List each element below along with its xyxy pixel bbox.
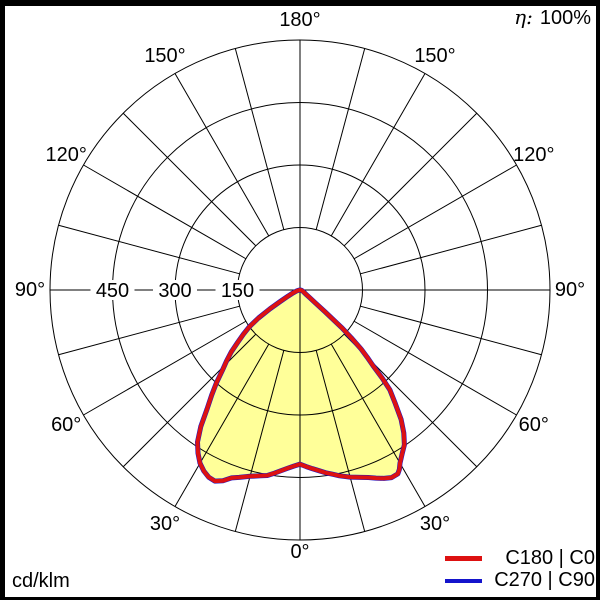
grid-spoke — [58, 305, 240, 356]
legend-line-blue-icon — [445, 578, 482, 583]
radial-tick-label: 300 — [158, 280, 191, 302]
grid-spoke — [83, 164, 247, 260]
angle-label: 180° — [279, 9, 320, 31]
frame-border-left — [0, 0, 5, 600]
radial-tick-label: 450 — [96, 280, 129, 302]
grid-spoke — [58, 224, 240, 275]
grid-spoke — [360, 305, 542, 356]
radial-tick-label: 150 — [221, 280, 254, 302]
frame-border-top — [0, 0, 600, 6]
frame-border-bottom — [0, 597, 600, 600]
grid-spoke — [174, 343, 270, 507]
legend-item-c270-c90: C270 | C90 — [445, 569, 595, 591]
angle-label: 150° — [144, 45, 185, 67]
efficiency-readout: η: 100% — [514, 5, 591, 30]
radial-tick-bg — [215, 280, 260, 300]
angle-label: 120° — [46, 144, 87, 166]
angle-label: 60° — [519, 414, 549, 436]
legend-label-c270-c90: C270 | C90 — [494, 569, 595, 591]
beam-fill — [197, 290, 405, 482]
radial-tick-bg — [153, 280, 197, 300]
angle-label: 150° — [414, 45, 455, 67]
legend-line-red-icon — [445, 556, 482, 561]
grid-spoke — [315, 48, 366, 230]
grid-spoke — [234, 48, 285, 230]
angle-label: 90° — [555, 279, 585, 301]
angle-label: 120° — [513, 144, 554, 166]
radial-tick-bg — [90, 280, 135, 300]
grid-spoke — [174, 73, 270, 237]
grid-spoke — [122, 112, 257, 247]
distribution-curve-c180-c0 — [195, 288, 407, 484]
angle-label: 60° — [51, 414, 81, 436]
legend-label-c180-c0: C180 | C0 — [505, 547, 595, 569]
grid-spoke — [330, 343, 426, 507]
grid-spoke — [353, 320, 517, 416]
grid-spoke — [330, 73, 426, 237]
angle-label: 30° — [420, 513, 450, 535]
frame-border-right — [596, 0, 600, 600]
grid-spoke — [122, 333, 257, 468]
angle-label: 0° — [290, 541, 309, 563]
grid-spoke — [234, 350, 285, 532]
grid-spoke — [315, 350, 366, 532]
efficiency-value: 100% — [539, 7, 591, 29]
unit-label: cd/klm — [12, 570, 70, 592]
angle-label: 90° — [15, 279, 45, 301]
legend-item-c180-c0: C180 | C0 — [445, 547, 595, 569]
eta-symbol: η: — [514, 5, 533, 29]
grid-spoke — [360, 224, 542, 275]
legend: C180 | C0 C270 | C90 — [445, 547, 595, 591]
grid-spoke — [343, 112, 478, 247]
angle-label: 30° — [150, 513, 180, 535]
grid-spoke — [83, 320, 247, 416]
grid-spoke — [353, 164, 517, 260]
